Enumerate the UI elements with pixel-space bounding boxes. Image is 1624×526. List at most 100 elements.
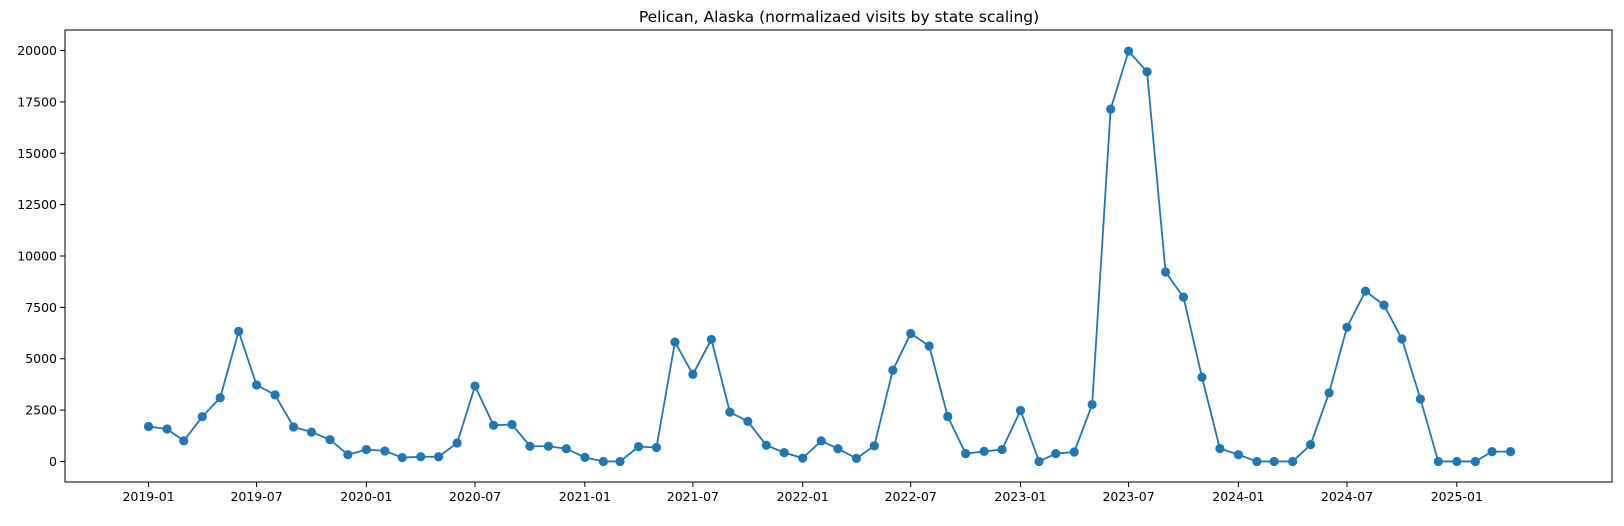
data-point <box>979 446 989 456</box>
data-point <box>1433 456 1443 467</box>
x-tick-label: 2021-01 <box>559 489 611 504</box>
x-axis: 2019-01 2019-07 2020-01 2020-07 2021-01 2021-… <box>122 482 1483 504</box>
data-point <box>397 452 407 463</box>
data-point <box>924 341 934 351</box>
data-point <box>651 442 662 453</box>
y-tick-label: 7500 <box>25 300 57 315</box>
data-point <box>997 444 1007 455</box>
data-point <box>1106 104 1116 114</box>
data-point <box>1505 446 1516 457</box>
data-point <box>143 421 154 432</box>
data-point <box>162 424 172 434</box>
data-point <box>633 442 644 452</box>
x-tick-label: 2022-07 <box>885 489 937 504</box>
data-point <box>1288 456 1298 467</box>
x-tick-label: 2023-01 <box>994 489 1046 504</box>
data-point <box>1197 372 1207 382</box>
data-point <box>961 449 971 459</box>
data-point <box>507 419 517 430</box>
data-point <box>1087 399 1097 410</box>
data-point <box>706 334 716 345</box>
series-line <box>148 49 1511 463</box>
data-point <box>343 450 353 460</box>
data-point <box>1233 450 1243 460</box>
data-point <box>452 438 462 448</box>
data-point <box>670 337 680 347</box>
data-point <box>906 328 916 339</box>
x-tick-label: 2020-01 <box>340 489 392 504</box>
data-point <box>598 456 608 467</box>
y-tick-label: 5000 <box>25 351 57 366</box>
y-tick-label: 2500 <box>25 403 57 418</box>
data-point <box>251 380 262 390</box>
data-point <box>798 453 808 463</box>
data-point <box>270 390 280 400</box>
data-point <box>1252 456 1262 467</box>
data-point <box>361 444 372 455</box>
data-point <box>325 435 335 445</box>
data-point <box>1123 46 1134 56</box>
x-tick-label: 2024-01 <box>1212 489 1264 504</box>
data-point <box>888 365 898 375</box>
x-tick-label: 2023-07 <box>1102 489 1154 504</box>
data-point <box>1178 292 1189 302</box>
data-point <box>1470 456 1480 467</box>
data-point <box>561 444 571 454</box>
data-point <box>306 427 317 437</box>
data-point <box>215 393 225 403</box>
chart-title: Pelican, Alaska (normalizaed visits by s… <box>639 8 1039 26</box>
data-point <box>1342 322 1352 332</box>
data-point <box>743 416 753 426</box>
data-point <box>833 444 843 454</box>
data-point <box>470 381 480 391</box>
data-point <box>1379 300 1389 310</box>
data-point <box>1487 446 1497 457</box>
y-tick-label: 12500 <box>17 197 57 212</box>
data-point <box>1305 440 1316 450</box>
x-tick-label: 2020-07 <box>449 489 501 504</box>
x-tick-label: 2021-07 <box>667 489 719 504</box>
data-point <box>1051 449 1061 459</box>
data-point <box>761 440 771 450</box>
data-point <box>580 452 590 462</box>
data-point <box>1215 443 1225 454</box>
y-axis: 0 2500 5000 7500 10000 12500 15000 17500 20000 <box>17 43 65 469</box>
data-point <box>1415 394 1426 404</box>
data-point <box>1324 388 1334 398</box>
data-point <box>488 420 499 430</box>
data-point <box>688 369 698 379</box>
data-point <box>869 441 879 451</box>
data-point <box>1034 456 1044 467</box>
data-point <box>380 446 390 456</box>
x-tick-label: 2022-01 <box>777 489 829 504</box>
x-tick-label: 2024-07 <box>1321 489 1373 504</box>
data-point <box>1360 286 1371 296</box>
x-tick-label: 2019-01 <box>122 489 174 504</box>
data-point <box>543 441 554 451</box>
plot-frame <box>64 29 1613 483</box>
data-point <box>1142 67 1152 77</box>
x-tick-label: 2025-01 <box>1431 489 1483 504</box>
data-point <box>288 422 299 432</box>
data-point <box>816 436 826 446</box>
data-point <box>1397 334 1407 344</box>
data-point <box>851 453 862 463</box>
y-tick-label: 17500 <box>17 94 57 109</box>
data-point <box>434 452 444 462</box>
y-tick-label: 15000 <box>17 146 57 161</box>
data-point <box>179 436 189 446</box>
x-tick-label: 2019-07 <box>230 489 282 504</box>
data-point <box>234 326 244 337</box>
y-tick-label: 10000 <box>17 249 57 264</box>
data-point <box>725 407 735 417</box>
data-point <box>416 452 426 462</box>
y-tick-label: 0 <box>49 454 57 469</box>
data-point <box>525 441 535 451</box>
series <box>143 46 1516 467</box>
data-point <box>1069 447 1079 457</box>
data-point <box>779 448 789 458</box>
data-point <box>1160 267 1171 277</box>
data-point <box>615 456 625 467</box>
y-tick-label: 20000 <box>17 43 57 58</box>
